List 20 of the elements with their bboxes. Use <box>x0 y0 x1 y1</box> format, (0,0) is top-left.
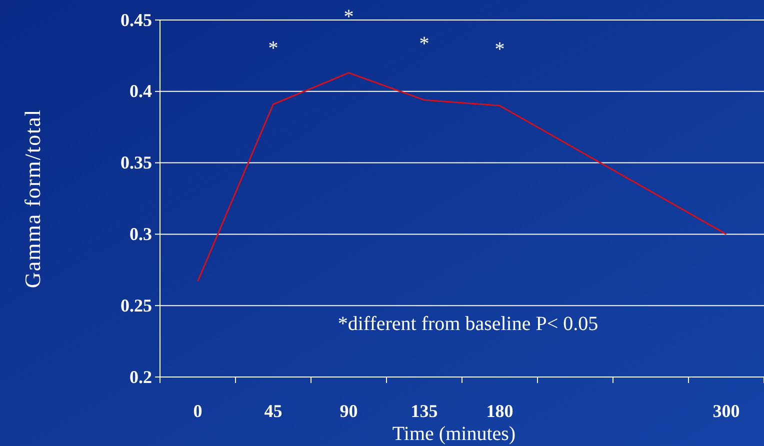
y-axis-title: Gamma form/total <box>20 108 45 288</box>
x-tick-label: 300 <box>712 401 740 421</box>
x-tick-label: 45 <box>264 401 282 421</box>
y-tick-label: 0.25 <box>120 295 152 316</box>
x-tick-label: 135 <box>410 401 438 421</box>
x-tick-label: 90 <box>340 401 358 421</box>
annotation: *different from baseline P< 0.05 <box>338 313 598 335</box>
x-axis-title: Time (minutes) <box>392 423 516 445</box>
x-tick-label: 180 <box>486 401 514 421</box>
annotation: * <box>268 37 278 60</box>
annotation: * <box>419 32 430 55</box>
line-series <box>197 72 727 282</box>
y-tick-label: 0.4 <box>130 81 152 102</box>
annotation: * <box>494 38 505 61</box>
annotation: * <box>344 6 354 28</box>
y-tick-label: 0.2 <box>130 366 152 387</box>
y-tick-label: 0.45 <box>120 10 152 30</box>
x-tick-label: 0 <box>193 401 202 421</box>
y-tick-label: 0.35 <box>120 152 152 173</box>
y-tick-label: 0.3 <box>130 224 152 244</box>
